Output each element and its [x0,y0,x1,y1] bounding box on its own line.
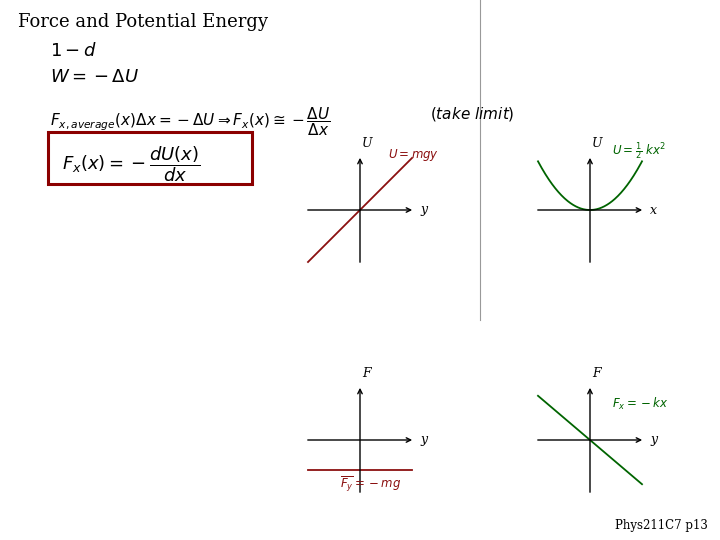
Text: y: y [650,434,657,447]
Text: Phys211C7 p13: Phys211C7 p13 [615,519,708,532]
Text: $U=\frac{1}{2}\ kx^2$: $U=\frac{1}{2}\ kx^2$ [612,140,666,162]
Text: x: x [650,204,657,217]
Text: $F_x(x) = -\dfrac{dU(x)}{dx}$: $F_x(x) = -\dfrac{dU(x)}{dx}$ [62,144,200,184]
Text: F: F [592,367,600,380]
Text: Force and Potential Energy: Force and Potential Energy [18,13,268,31]
Text: y: y [420,434,427,447]
Text: F: F [362,367,371,380]
Text: $U=mgy$: $U=mgy$ [388,147,439,163]
Text: $W = -\Delta U$: $W = -\Delta U$ [50,68,139,86]
Text: U: U [592,137,603,150]
Text: $(take\ limit)$: $(take\ limit)$ [430,105,515,123]
Text: $F_x=-kx$: $F_x=-kx$ [612,396,669,412]
Text: $F_{x,average}(x)\Delta x = -\Delta U \Rightarrow F_x(x) \cong -\dfrac{\Delta U}: $F_{x,average}(x)\Delta x = -\Delta U \R… [50,105,330,138]
Text: U: U [362,137,372,150]
Text: $\overline{F_y}=-mg$: $\overline{F_y}=-mg$ [340,474,401,494]
Text: $1-d$: $1-d$ [50,42,97,60]
Text: y: y [420,204,427,217]
